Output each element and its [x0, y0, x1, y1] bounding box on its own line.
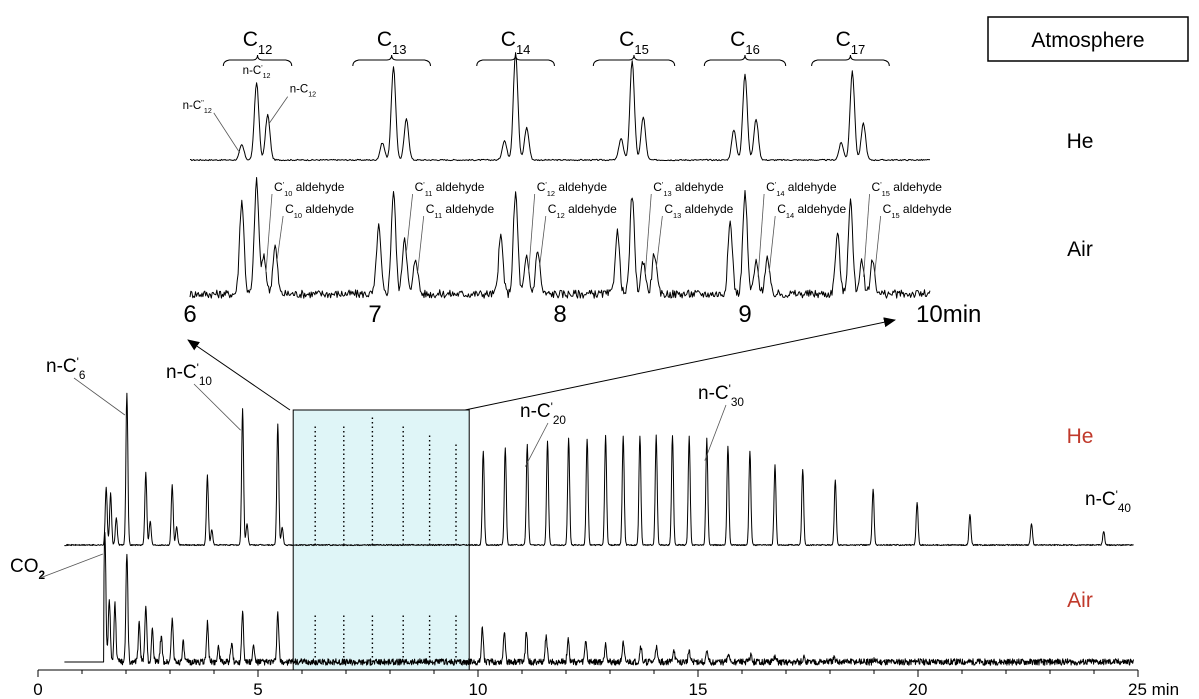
- bottom-annotation-leader-3: [704, 404, 727, 461]
- bottom-annotation-leader-1: [193, 383, 241, 431]
- top-annotation-3: C'10 aldehyde: [274, 180, 345, 198]
- group-label-0: C12: [243, 28, 273, 57]
- bottom-tick-label-2: 10: [469, 680, 488, 699]
- highlight-dotted-peaks: [314, 417, 457, 662]
- zoom-arrow-left: [187, 339, 291, 411]
- bottom-tick-label-1: 5: [253, 680, 262, 699]
- top-annotation-9: C'13 aldehyde: [653, 180, 724, 198]
- bottom-trace-air: [64, 532, 1135, 666]
- top-annotation-4: C10 aldehyde: [285, 202, 354, 220]
- top-annotation-10: C13 aldehyde: [664, 202, 733, 220]
- top-annotation-13: C'15 aldehyde: [872, 180, 943, 198]
- group-label-1: C13: [377, 28, 407, 57]
- bottom-series-label-he: He: [1067, 425, 1094, 448]
- top-annotation-leader-14: [874, 215, 882, 275]
- group-bracket-3: [592, 54, 676, 67]
- bottom-peak-annotations: n-C'6 n-C'10 n-C'20 n-C'30 n-C'40 CO2: [10, 356, 1131, 582]
- top-annotation-leader-10: [655, 215, 663, 268]
- top-air-trace-group: [189, 177, 931, 299]
- top-annotation-8: C12 aldehyde: [548, 202, 617, 220]
- group-label-3: C15: [619, 28, 649, 57]
- top-annotation-leader-13: [863, 193, 870, 277]
- carbon-number-brackets: C12 C13 C14 C15 C16 C17: [222, 28, 890, 67]
- top-annotation-7: C'12 aldehyde: [537, 180, 608, 198]
- top-annotation-leader-5: [406, 193, 413, 251]
- group-bracket-4: [703, 54, 787, 67]
- group-label-2: C14: [501, 28, 531, 57]
- top-tick-label-1: 7: [368, 301, 381, 328]
- top-annotation-leader-0: [213, 112, 241, 154]
- top-peak-annotations: n-C''12 n-C'12 n-C12 C'10 aldehyde C10 aldeh…: [183, 64, 952, 277]
- top-annotation-leader-2: [269, 96, 289, 123]
- top-annotation-12: C14 aldehyde: [777, 202, 846, 220]
- legend-box: [987, 16, 1189, 62]
- bottom-annotation-0: n-C'6: [46, 356, 86, 382]
- bottom-x-axis: 0 5 10 15 20 25 min: [33, 669, 1179, 699]
- bottom-tick-label-0: 0: [33, 680, 42, 699]
- bottom-annotation-2: n-C'20: [520, 401, 566, 427]
- top-annotation-leader-12: [768, 215, 776, 273]
- group-bracket-0: [222, 54, 293, 67]
- group-label-5: C17: [836, 28, 866, 57]
- bottom-annotation-1: n-C'10: [166, 362, 212, 388]
- legend-title: Atmosphere: [1031, 29, 1144, 52]
- top-series-label-air: Air: [1067, 238, 1093, 261]
- top-annotation-leader-7: [528, 193, 536, 273]
- top-tick-label-3: 9: [738, 301, 751, 328]
- top-annotation-1: n-C'12: [243, 64, 271, 80]
- top-annotation-5: C'11 aldehyde: [415, 180, 485, 198]
- bottom-tick-label-5: 25 min: [1128, 680, 1179, 699]
- bottom-annotation-leader-5: [39, 553, 104, 579]
- bottom-trace-he: [64, 392, 1134, 547]
- bottom-annotation-5: CO2: [10, 556, 46, 582]
- top-tick-label-2: 8: [553, 301, 566, 328]
- bottom-he-trace-group: [64, 392, 1134, 547]
- top-annotation-leader-11: [757, 193, 765, 277]
- bottom-tick-label-4: 20: [909, 680, 928, 699]
- group-bracket-5: [811, 54, 890, 67]
- bottom-annotation-leader-0: [73, 377, 126, 416]
- bottom-annotation-4: n-C'40: [1085, 489, 1131, 515]
- top-series-label-he: He: [1067, 130, 1094, 153]
- zoom-arrow-right: [464, 317, 896, 411]
- top-annotation-0: n-C''12: [183, 99, 212, 115]
- bottom-series-label-air: Air: [1067, 589, 1093, 612]
- top-annotation-2: n-C12: [290, 84, 316, 99]
- top-he-trace-group: [190, 52, 931, 162]
- top-annotation-leader-3: [265, 193, 273, 273]
- top-annotation-leader-8: [539, 215, 547, 265]
- top-axis-ticks: 6 7 8 9 10min: [183, 301, 981, 328]
- bottom-air-trace-group: [64, 532, 1135, 666]
- top-annotation-leader-4: [276, 215, 284, 261]
- highlight-region-rect: [292, 409, 470, 671]
- top-annotation-leader-6: [417, 215, 425, 273]
- top-annotation-14: C15 aldehyde: [883, 202, 952, 220]
- top-annotation-11: C'14 aldehyde: [766, 180, 837, 198]
- bottom-annotation-leader-2: [524, 422, 549, 467]
- top-tick-label-4: 10min: [916, 301, 981, 328]
- legend: Atmosphere: [987, 16, 1189, 62]
- bottom-annotation-3: n-C'30: [698, 383, 744, 409]
- group-bracket-2: [476, 54, 555, 67]
- top-trace-he: [190, 52, 931, 162]
- top-annotation-leader-9: [644, 193, 652, 275]
- group-label-4: C16: [730, 28, 760, 57]
- top-annotation-6: C11 aldehyde: [426, 202, 495, 220]
- highlight-region: [292, 409, 470, 671]
- top-trace-air: [189, 177, 931, 299]
- top-tick-label-0: 6: [183, 301, 196, 328]
- bottom-tick-label-3: 15: [689, 680, 708, 699]
- group-bracket-1: [352, 54, 431, 67]
